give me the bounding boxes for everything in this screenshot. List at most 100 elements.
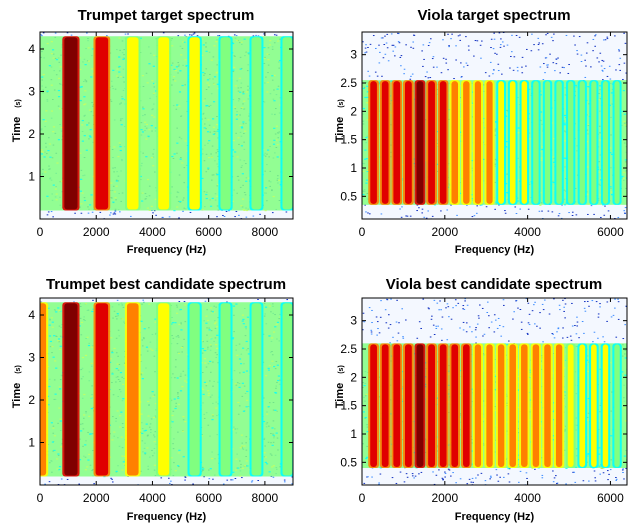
plot-area (362, 298, 627, 485)
axes-frame (39, 297, 294, 486)
partial-band (189, 37, 200, 210)
y-tick-label: 2 (350, 104, 357, 118)
y-tick-label: 3 (350, 48, 357, 62)
y-tick-label: 3 (28, 351, 35, 365)
partial-band (189, 303, 200, 476)
partial-band (521, 81, 528, 204)
partial-band (416, 81, 424, 204)
partial-band (381, 344, 389, 467)
axes-frame (39, 31, 294, 220)
spectrogram-panel: 0 2000 4000 6000 8000 1 2 3 4 Trumpet best candid… (11, 276, 294, 523)
x-tick-label: 6000 (195, 225, 222, 239)
y-tick-label: 1.5 (340, 399, 357, 413)
partial-band (381, 81, 389, 204)
plot-area (362, 32, 627, 219)
partial-band (591, 344, 597, 467)
x-tick-label: 6000 (597, 491, 624, 505)
partial-band (591, 81, 597, 204)
y-tick-label: 1 (28, 170, 35, 184)
x-tick-label: 6000 (597, 225, 624, 239)
y-axis-unit: (s) (15, 99, 22, 108)
y-axis-label: Time (334, 383, 346, 408)
y-tick-label: 1 (350, 161, 357, 175)
x-tick-label: 4000 (514, 225, 541, 239)
partial-band (555, 344, 563, 467)
spectrogram-panel: 0 2000 4000 6000 8000 1 2 3 4 Trumpet target spec… (11, 7, 294, 256)
y-axis-unit: (s) (15, 365, 22, 374)
partial-band (614, 81, 620, 204)
y-tick-label: 0.5 (340, 189, 357, 203)
x-tick-label: 4000 (139, 491, 166, 505)
y-axis-unit: (s) (338, 99, 345, 108)
y-tick-label: 4 (28, 42, 35, 56)
chart-title: Viola target spectrum (417, 7, 570, 24)
partial-band (521, 344, 528, 467)
partial-band (393, 344, 401, 467)
x-tick-label: 4000 (139, 225, 166, 239)
y-tick-label: 0.5 (340, 455, 357, 469)
partial-band (439, 81, 447, 204)
x-tick-label: 6000 (195, 491, 222, 505)
partial-band (474, 81, 482, 204)
partial-band (251, 37, 262, 210)
partial-band (127, 37, 139, 210)
partial-band (486, 344, 493, 467)
partial-band (544, 81, 551, 204)
y-tick-label: 2 (350, 370, 357, 384)
x-tick-label: 2000 (431, 225, 458, 239)
x-tick-label: 0 (359, 491, 366, 505)
partial-band (220, 303, 231, 476)
chart-title: Trumpet best candidate spectrum (46, 276, 286, 293)
x-axis-label: Frequency (Hz) (127, 244, 207, 256)
x-axis-label: Frequency (Hz) (455, 511, 535, 523)
x-tick-label: 2000 (431, 491, 458, 505)
y-tick-label: 2.5 (340, 342, 357, 356)
partial-band (428, 81, 435, 204)
y-tick-label: 3 (28, 85, 35, 99)
x-tick-label: 8000 (252, 491, 279, 505)
x-tick-label: 2000 (83, 225, 110, 239)
partial-band (416, 344, 424, 467)
spectrogram-panel: 0 2000 4000 6000 0.5 1 1.5 2 2.5 3 Viola best cand… (334, 276, 628, 523)
partial-band (474, 344, 482, 467)
partial-band (509, 81, 516, 204)
partial-band (556, 81, 562, 204)
partial-band (532, 344, 540, 467)
partial-band (64, 303, 78, 476)
partial-band (614, 344, 620, 467)
x-tick-label: 4000 (514, 491, 541, 505)
y-tick-label: 1.5 (340, 133, 357, 147)
partial-band (393, 81, 401, 204)
y-tick-label: 3 (350, 314, 357, 328)
partial-band (158, 37, 170, 210)
partial-band (579, 81, 585, 204)
partial-band (497, 344, 505, 467)
partial-band (509, 344, 516, 467)
y-tick-label: 2.5 (340, 76, 357, 90)
partial-band (370, 81, 377, 204)
partial-band (544, 344, 551, 467)
partial-band (451, 81, 459, 204)
x-tick-label: 0 (37, 225, 44, 239)
partial-band (602, 81, 609, 204)
partial-band (451, 344, 459, 467)
y-axis-label: Time (11, 383, 23, 408)
plot-area (40, 298, 293, 485)
partial-band (40, 303, 47, 476)
partial-band (95, 303, 109, 476)
partial-band (220, 37, 231, 210)
partial-band (602, 344, 609, 467)
partial-band (486, 81, 493, 204)
partial-band (64, 37, 78, 210)
y-axis-label: Time (334, 117, 346, 142)
partial-band (404, 81, 412, 204)
y-axis-unit: (s) (338, 365, 345, 374)
chart-title: Viola best candidate spectrum (386, 276, 602, 293)
y-tick-label: 2 (28, 393, 35, 407)
partial-band (439, 344, 447, 467)
y-tick-label: 4 (28, 308, 35, 322)
partial-band (251, 303, 262, 476)
partial-band (567, 344, 574, 467)
axes-frame (361, 31, 628, 220)
